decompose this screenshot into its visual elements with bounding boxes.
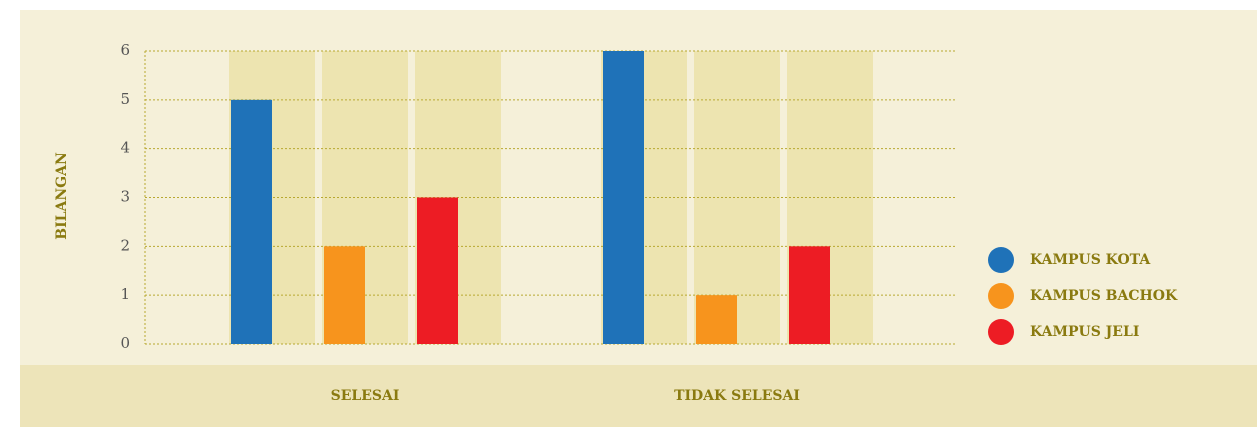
bar bbox=[603, 51, 644, 344]
y-tick-label: 3 bbox=[120, 188, 130, 206]
x-tick-label: TIDAK SELESAI bbox=[674, 388, 800, 404]
y-tick-label: 4 bbox=[120, 139, 130, 157]
bar bbox=[417, 197, 458, 344]
x-tick-label: SELESAI bbox=[331, 388, 400, 404]
y-tick-label: 6 bbox=[120, 41, 130, 59]
y-axis-label: BILANGAN bbox=[54, 152, 70, 240]
legend-swatch bbox=[988, 247, 1014, 273]
bar bbox=[696, 295, 737, 344]
bar bbox=[231, 99, 272, 344]
legend-swatch bbox=[988, 283, 1014, 309]
y-tick-label: 5 bbox=[120, 90, 130, 108]
y-tick-label: 1 bbox=[120, 285, 130, 303]
bar bbox=[324, 246, 365, 344]
bar bbox=[789, 246, 830, 344]
y-tick-label: 2 bbox=[120, 236, 130, 254]
category-band bbox=[20, 365, 1257, 427]
legend-label: KAMPUS BACHOK bbox=[1030, 288, 1178, 304]
legend-label: KAMPUS KOTA bbox=[1030, 252, 1151, 268]
legend-label: KAMPUS JELI bbox=[1030, 324, 1139, 340]
legend-swatch bbox=[988, 319, 1014, 345]
y-tick-label: 0 bbox=[120, 334, 130, 352]
